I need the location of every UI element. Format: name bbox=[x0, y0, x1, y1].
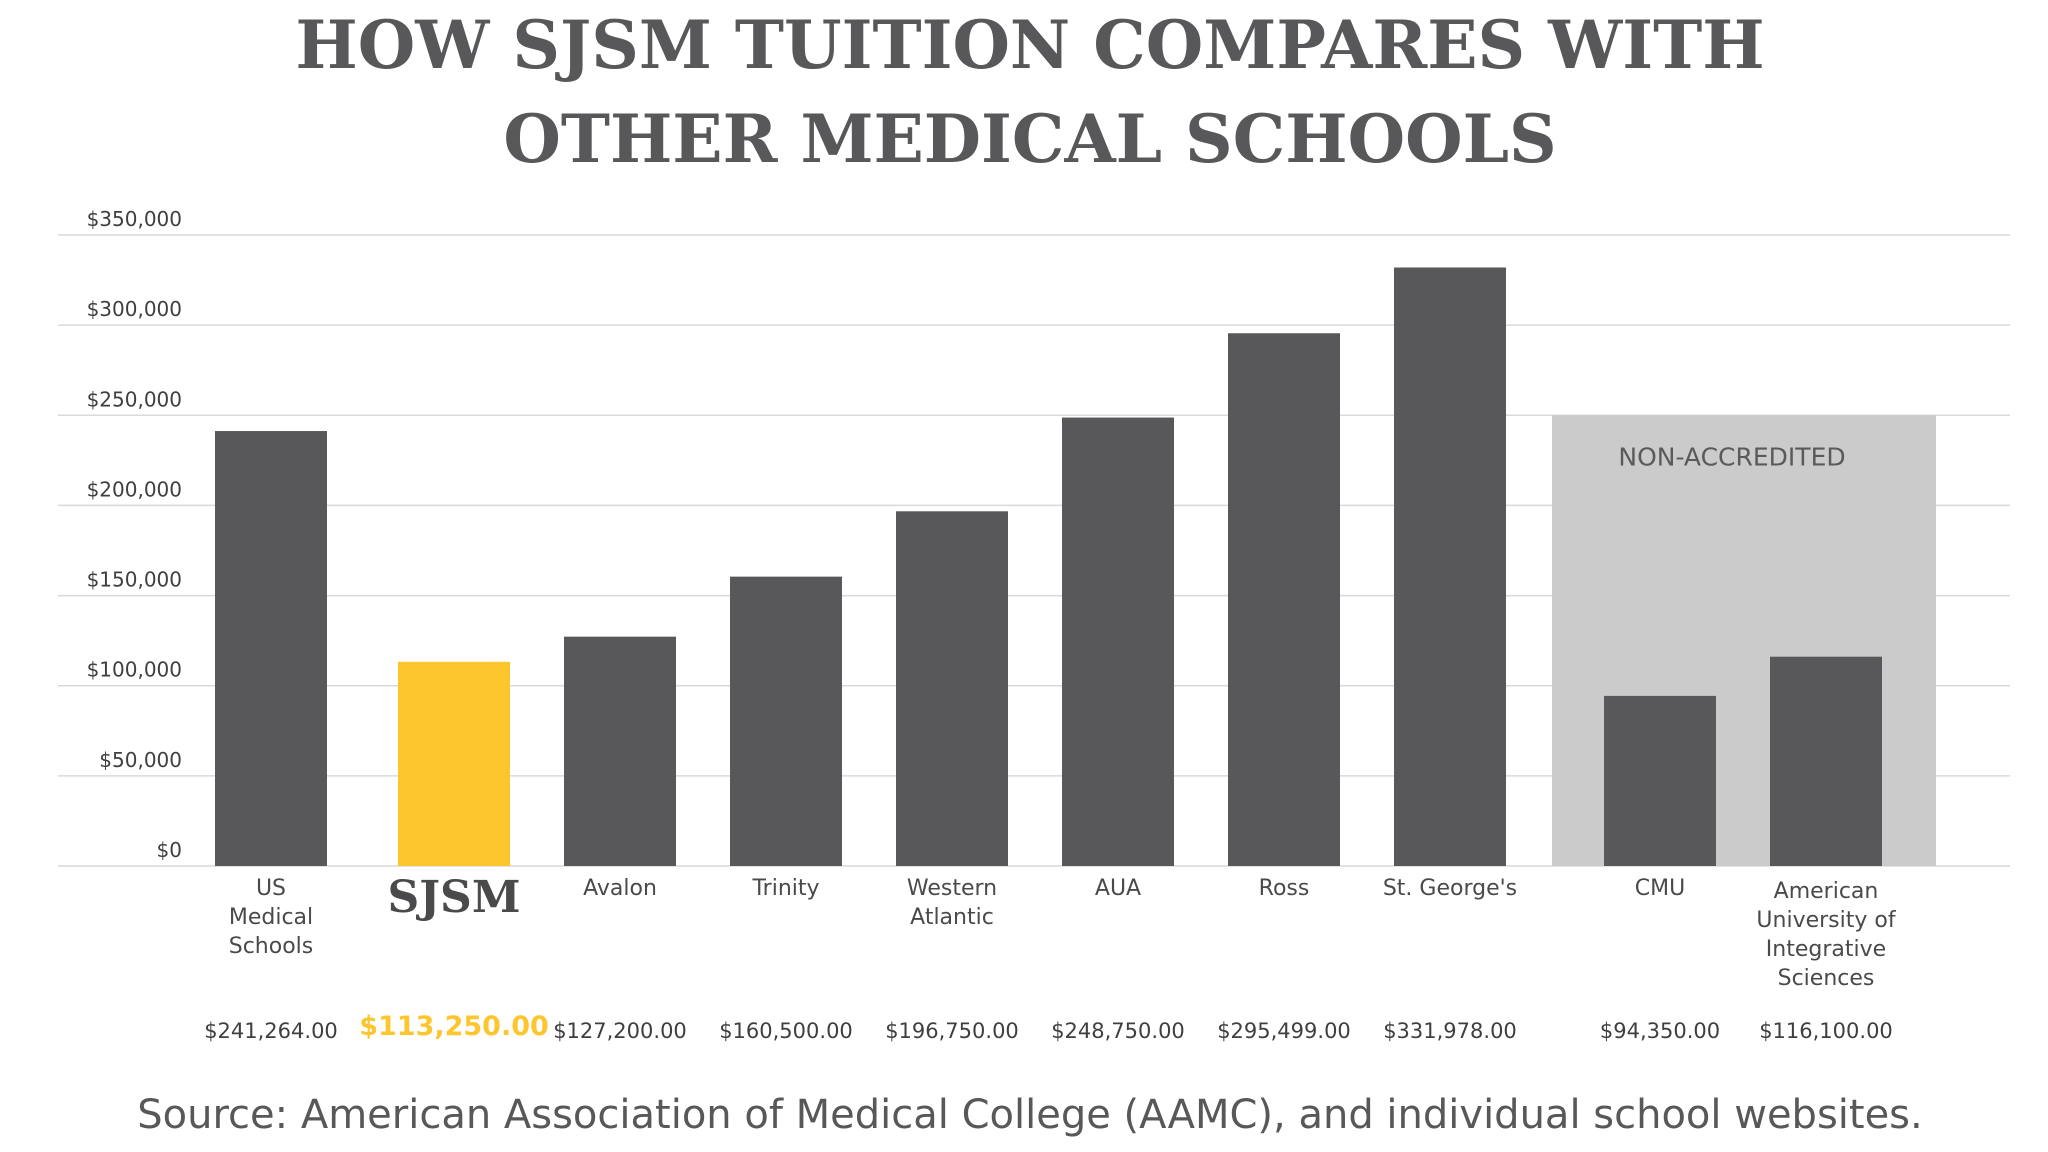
value-label: $160,500.00 bbox=[719, 1019, 853, 1043]
bar bbox=[1394, 267, 1506, 866]
bar bbox=[896, 511, 1008, 866]
chart-title: HOW SJSM TUITION COMPARES WITH OTHER MED… bbox=[295, 6, 1764, 178]
category-label: St. George's bbox=[1383, 876, 1517, 901]
value-label: $295,499.00 bbox=[1217, 1019, 1351, 1043]
category-label: Medical bbox=[229, 905, 313, 930]
value-label: $196,750.00 bbox=[885, 1019, 1019, 1043]
category-label: Sciences bbox=[1778, 966, 1875, 991]
y-tick-label: $300,000 bbox=[87, 297, 182, 321]
value-label: $127,200.00 bbox=[553, 1019, 687, 1043]
y-tick-label: $50,000 bbox=[99, 748, 182, 772]
category-label: Schools bbox=[229, 934, 314, 959]
category-label: Ross bbox=[1259, 876, 1310, 901]
value-label: $331,978.00 bbox=[1383, 1019, 1517, 1043]
value-label: $241,264.00 bbox=[204, 1019, 338, 1043]
y-tick-label: $100,000 bbox=[87, 658, 182, 682]
y-axis-ticks: $0 $50,000 $100,000 $150,000 $200,000 $250,00… bbox=[87, 207, 182, 862]
category-label: University of bbox=[1756, 908, 1896, 933]
value-label-highlight: $113,250.00 bbox=[359, 1011, 549, 1042]
source-note: Source: American Association of Medical … bbox=[137, 1092, 1923, 1138]
bar bbox=[215, 431, 327, 866]
value-label: $94,350.00 bbox=[1600, 1019, 1720, 1043]
bars bbox=[215, 267, 1882, 866]
y-tick-label: $0 bbox=[157, 838, 182, 862]
category-label-highlight: SJSM bbox=[387, 872, 520, 923]
bar bbox=[1228, 333, 1340, 866]
category-label: Trinity bbox=[751, 876, 819, 901]
bar bbox=[1062, 417, 1174, 866]
bar bbox=[1604, 695, 1716, 866]
category-label: US bbox=[256, 876, 286, 901]
chart-title-line-2: OTHER MEDICAL SCHOOLS bbox=[503, 100, 1556, 178]
category-label: American bbox=[1774, 879, 1879, 904]
bar bbox=[730, 576, 842, 866]
y-tick-label: $150,000 bbox=[87, 568, 182, 592]
category-label: AUA bbox=[1095, 876, 1141, 901]
value-label: $248,750.00 bbox=[1051, 1019, 1185, 1043]
x-axis-labels: US Medical Schools SJSM Avalon Trinity Western… bbox=[229, 872, 1897, 991]
value-labels: $241,264.00 $113,250.00 $127,200.00 $160,50… bbox=[204, 1011, 1893, 1043]
value-label: $116,100.00 bbox=[1759, 1019, 1893, 1043]
chart-title-line-1: HOW SJSM TUITION COMPARES WITH bbox=[295, 6, 1764, 84]
category-label: CMU bbox=[1635, 876, 1685, 901]
category-label: Western bbox=[907, 876, 997, 901]
gridlines bbox=[58, 234, 2010, 867]
category-label: Integrative bbox=[1766, 937, 1886, 962]
bar bbox=[1770, 656, 1882, 866]
non-accredited-label: NON-ACCREDITED bbox=[1618, 442, 1845, 471]
category-label: Atlantic bbox=[910, 905, 994, 930]
y-tick-label: $350,000 bbox=[87, 207, 182, 231]
y-tick-label: $200,000 bbox=[87, 477, 182, 501]
bar bbox=[564, 636, 676, 866]
bar-highlight bbox=[398, 661, 510, 866]
category-label: Avalon bbox=[583, 876, 657, 901]
y-tick-label: $250,000 bbox=[87, 387, 182, 411]
